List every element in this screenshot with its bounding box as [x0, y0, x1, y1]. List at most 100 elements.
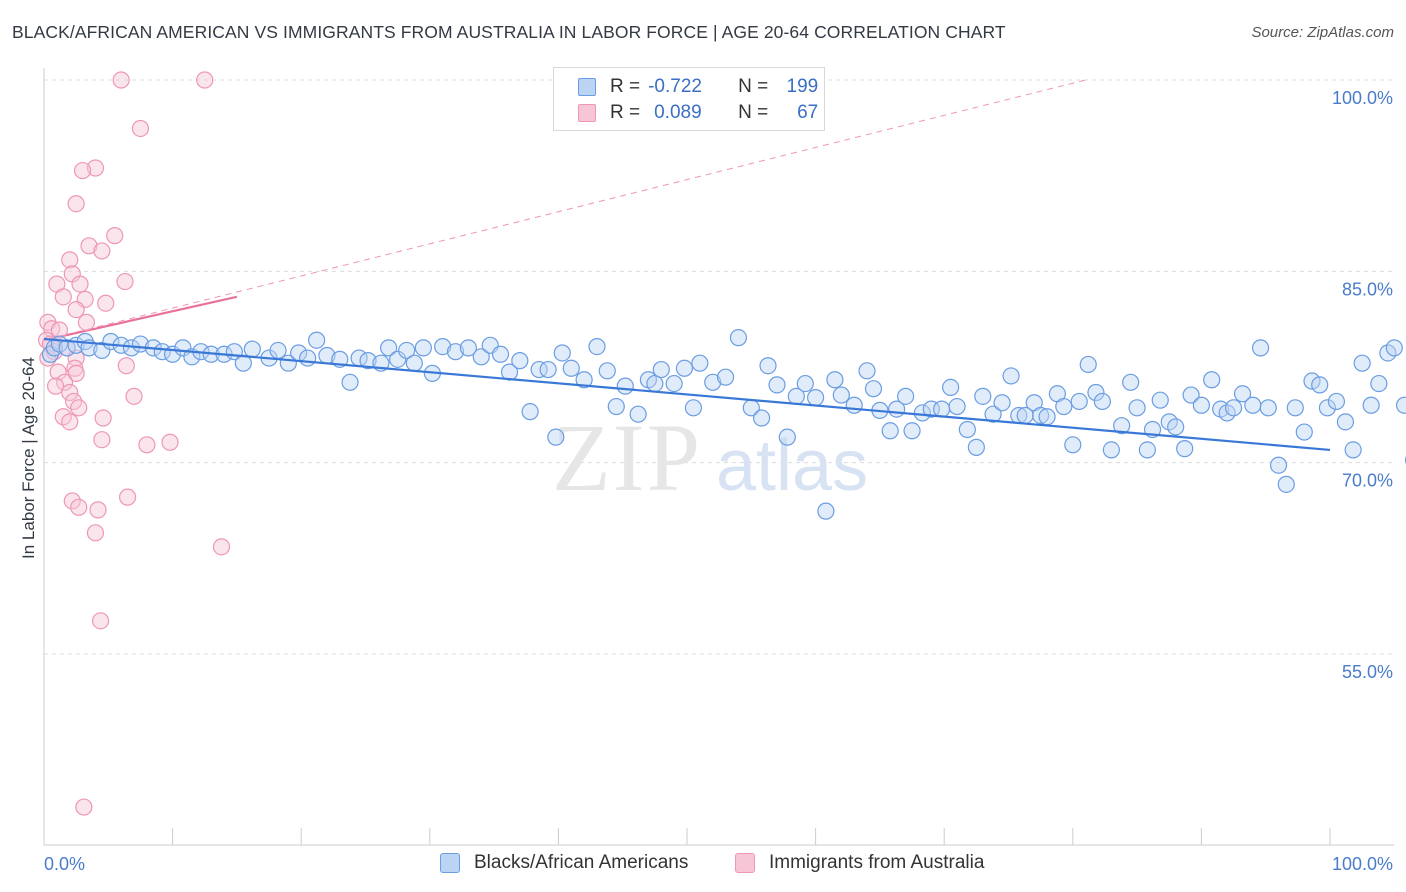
x-tick-labels: 0.0% 100.0% [44, 854, 1393, 874]
blue-point [1151, 391, 1169, 409]
pink-point [196, 71, 214, 89]
series-legend-label-pink: Immigrants from Australia [769, 852, 985, 873]
legend-row-pink: R = 0.089 N = 67 [578, 100, 818, 126]
pink-point [138, 436, 156, 454]
y-tick-label: 70.0% [1342, 471, 1393, 491]
series-legend-swatch-pink [735, 853, 755, 873]
pink-point [93, 242, 111, 260]
blue-point [1224, 399, 1243, 417]
blue-point [845, 396, 863, 414]
blue-point [1295, 423, 1313, 441]
blue-point [1203, 371, 1221, 389]
blue-point [752, 409, 771, 427]
blue-point [472, 348, 490, 366]
pink-point [49, 363, 67, 381]
legend-pink-n-value: 67 [797, 102, 819, 123]
pink-point [55, 373, 74, 391]
blue-point [389, 350, 407, 368]
blue-point [1038, 408, 1056, 426]
legend-pink-r-label: R = [610, 102, 641, 123]
blue-point [948, 397, 966, 416]
pink-point [50, 321, 69, 339]
legend-swatch-blue [578, 78, 596, 96]
blue-point [405, 354, 423, 372]
blue-point [1318, 399, 1337, 417]
blue-point [897, 387, 915, 405]
y-tick-label: 100.0% [1332, 88, 1393, 108]
series-legend-blue: Blacks/African Americans [440, 852, 688, 874]
blue-point [1269, 456, 1288, 474]
legend-blue-n-value: 199 [786, 76, 819, 97]
blue-point [759, 357, 777, 375]
pink-point [212, 538, 231, 556]
pink-point [93, 431, 111, 449]
source-label: Source: ZipAtlas.com [1251, 24, 1394, 41]
blue-point [1277, 475, 1295, 493]
blue-point [903, 422, 921, 440]
y-axis-label: In Labor Force | Age 20-64 [19, 357, 38, 559]
pink-point [161, 433, 179, 451]
pink-point [106, 227, 124, 245]
x-tick-label: 100.0% [1332, 854, 1393, 874]
blue-point [1055, 397, 1073, 416]
blue-point [942, 378, 960, 397]
blue-point [796, 374, 814, 393]
pink-point [112, 71, 130, 89]
blue-point [1251, 339, 1270, 357]
blue-point [1385, 339, 1403, 357]
pink-point [94, 409, 112, 427]
pink-point [73, 161, 92, 180]
pink-point [67, 195, 85, 213]
blue-point [434, 337, 452, 356]
blue-point [684, 399, 703, 417]
blue-point [1102, 441, 1120, 459]
blue-point [958, 420, 976, 439]
pink-point [91, 612, 110, 630]
legend-row-blue: R = -0.722 N = 199 [578, 74, 818, 100]
blue-point [1182, 386, 1200, 404]
blue-point [665, 374, 683, 393]
blue-point [1233, 385, 1252, 403]
x-tick-marks [43, 828, 1331, 845]
blue-point [1395, 396, 1406, 414]
pink-point [70, 399, 88, 417]
pink-point [125, 387, 143, 405]
pink-point [61, 251, 79, 269]
blue-point [1327, 392, 1346, 411]
blue-point [380, 339, 398, 357]
blue-point [806, 389, 825, 407]
pink-point [86, 159, 105, 177]
blue-trend-group [43, 337, 1331, 452]
blue-point [1128, 399, 1146, 417]
pink-point [75, 798, 93, 816]
blue-point [1362, 396, 1380, 414]
blue-point [1370, 374, 1388, 393]
blue-trend-line [43, 337, 1331, 452]
pink-point [61, 383, 79, 402]
blue-point [446, 343, 465, 361]
blue-point [1032, 406, 1050, 425]
legend-blue-n-label: N = [738, 76, 769, 97]
blue-point [598, 362, 616, 380]
pink-point [118, 488, 137, 506]
pink-point [54, 288, 72, 306]
blue-point [359, 352, 377, 370]
blue-point [832, 386, 850, 404]
blue-point [858, 362, 876, 380]
blue-point [817, 502, 835, 520]
blue-point [1259, 399, 1277, 417]
watermark-atlas: atlas [716, 426, 868, 506]
blue-point [243, 340, 261, 358]
blue-point [575, 371, 593, 389]
blue-point [562, 359, 580, 377]
blue-point [1070, 392, 1088, 411]
blue-point [974, 387, 992, 405]
legend-pink-n-label: N = [738, 102, 769, 123]
blue-point [1176, 440, 1194, 458]
blue-point [1336, 413, 1355, 431]
blue-point [716, 368, 735, 386]
legend-swatch-pink [578, 104, 596, 122]
pink-point [117, 357, 135, 375]
blue-point [933, 400, 951, 418]
